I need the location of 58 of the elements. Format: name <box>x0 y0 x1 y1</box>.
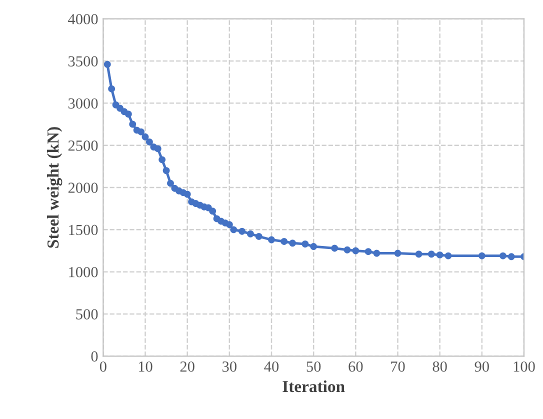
y-tick-label: 3500 <box>68 56 98 66</box>
x-tick-label: 60 <box>348 361 363 372</box>
point <box>142 133 149 140</box>
point <box>255 232 262 240</box>
x-tick-label: 0 <box>100 361 106 372</box>
point <box>364 248 372 256</box>
x-tick-label: 90 <box>474 361 489 372</box>
y-tick-label: 2000 <box>68 182 98 193</box>
y-tick-label: 1000 <box>69 266 98 278</box>
point <box>184 190 191 198</box>
point <box>415 250 422 258</box>
y-tick-label: 4000 <box>68 14 98 24</box>
point <box>373 250 380 257</box>
point <box>138 128 145 136</box>
point <box>246 230 254 238</box>
point <box>158 156 166 164</box>
point <box>289 240 296 247</box>
point <box>444 252 452 260</box>
x-tick-label: 10 <box>138 361 152 372</box>
point <box>108 85 116 92</box>
point <box>162 167 170 174</box>
x-tick-label: 100 <box>514 361 535 372</box>
point <box>302 240 309 248</box>
y-tick-label: 3000 <box>68 98 98 109</box>
point <box>499 252 506 260</box>
point <box>230 226 238 234</box>
point <box>209 208 216 215</box>
point <box>280 238 288 245</box>
point <box>146 138 153 146</box>
x-tick-label: 80 <box>432 361 447 372</box>
y-tick-label: 500 <box>76 309 98 320</box>
point <box>167 180 174 187</box>
y-tick-label: 0 <box>91 351 98 362</box>
point <box>310 243 318 250</box>
point <box>154 145 162 152</box>
point <box>344 246 351 254</box>
x-tick-label: 40 <box>264 361 279 372</box>
point <box>352 247 360 254</box>
x-axis-title: Iteration <box>282 380 345 392</box>
point <box>104 60 111 68</box>
x-tick-label: 50 <box>306 361 321 372</box>
y-axis-title: Steel weight (kN) <box>46 127 62 248</box>
point <box>428 250 435 258</box>
point <box>394 250 402 257</box>
x-tick-label: 70 <box>391 361 405 372</box>
point <box>478 252 486 260</box>
y-tick-label: 2500 <box>68 140 98 151</box>
point <box>129 120 136 128</box>
point <box>226 221 233 228</box>
point <box>124 110 132 118</box>
x-tick-label: 30 <box>222 361 236 372</box>
y-tick-label: 1500 <box>69 224 98 236</box>
point <box>238 228 246 235</box>
x-tick-label: 20 <box>180 361 194 372</box>
point <box>436 251 444 258</box>
point <box>268 236 275 244</box>
point <box>508 253 515 260</box>
point <box>331 244 338 252</box>
